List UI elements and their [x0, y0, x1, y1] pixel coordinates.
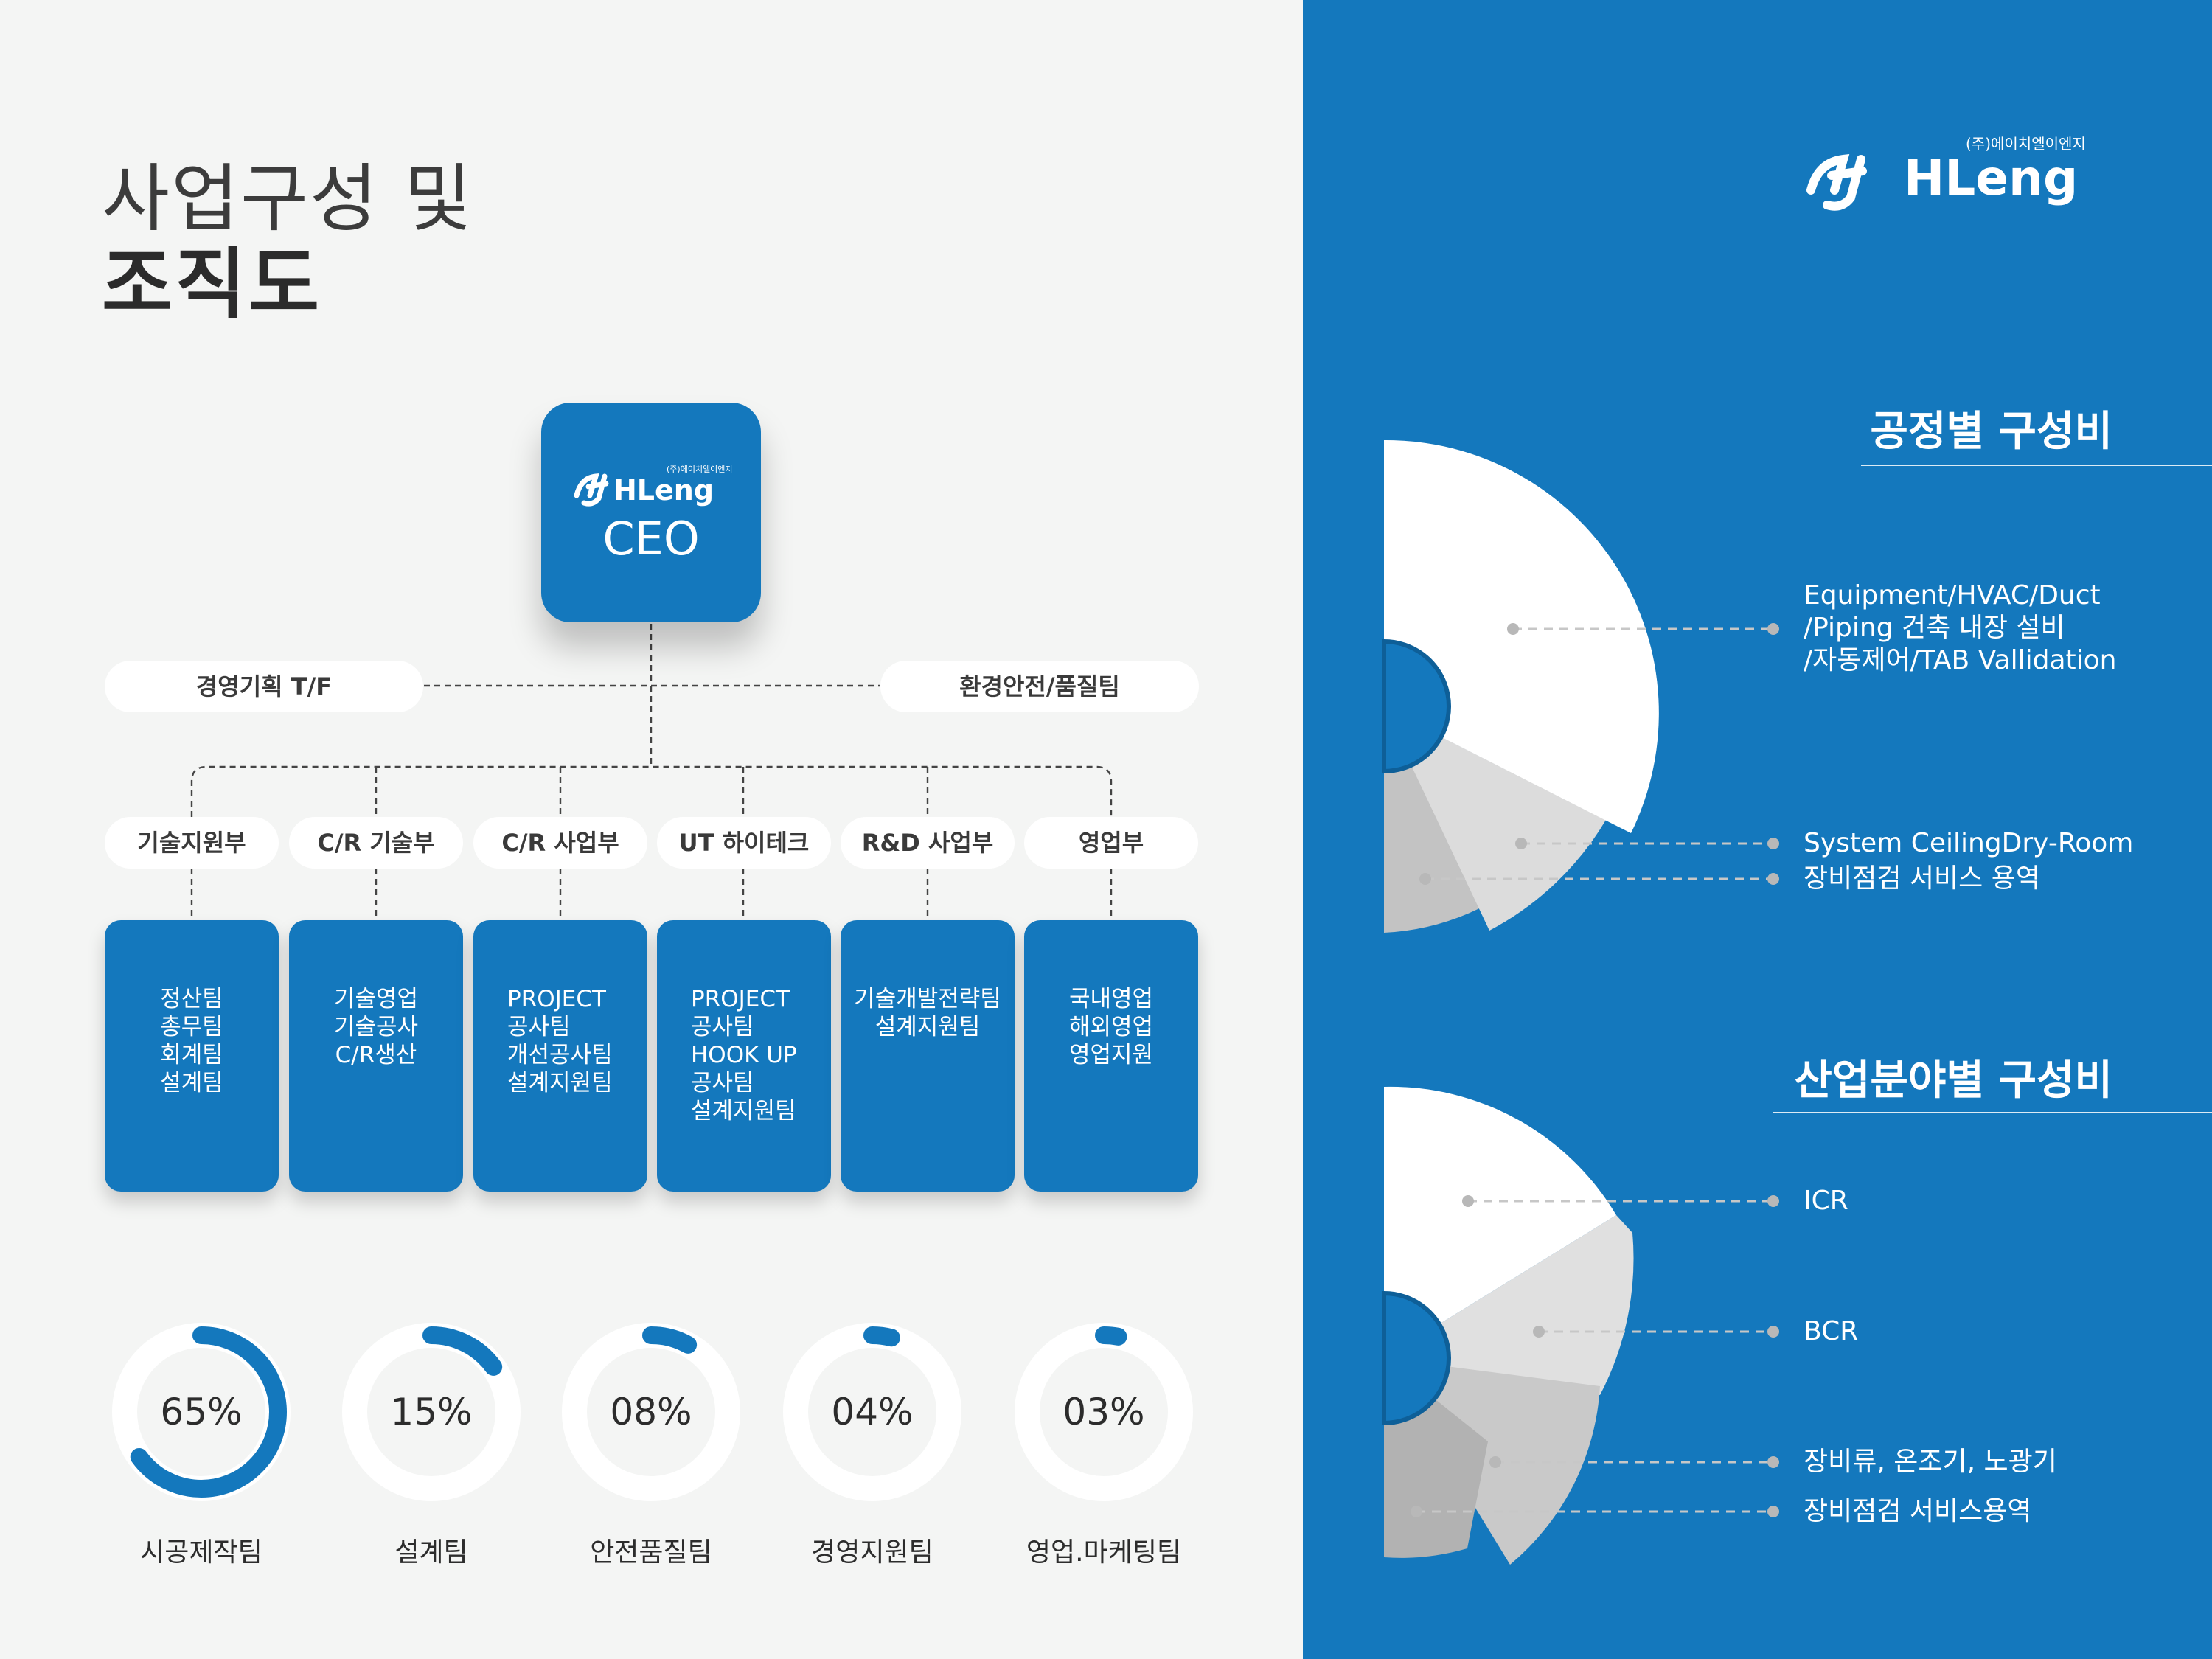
team-item: 설계팀 — [160, 1070, 223, 1096]
team-box: 기술영업 기술공사 C/R생산 — [289, 920, 463, 1192]
brand-korean: (주)에이치엘이엔지 — [1966, 135, 2086, 153]
team-item: 설계지원팀 — [874, 1014, 981, 1040]
legend-line: Equipment/HVAC/Duct — [1804, 580, 2101, 611]
team-item: PROJECT — [691, 986, 790, 1012]
legend-line: BCR — [1804, 1316, 1859, 1346]
side-unit-right: 환경안전/품질팀 — [880, 661, 1199, 712]
process-title-rule — [1861, 465, 2212, 466]
ratio-donut: 15% — [339, 1320, 524, 1504]
legend-line: 장비류, 온조기, 노광기 — [1804, 1447, 2057, 1477]
industry-section-title: 산업분야별 구성비 — [1794, 1057, 2112, 1105]
ratio-percent: 15% — [390, 1391, 473, 1433]
process-slice-2 — [1384, 708, 1606, 931]
industry-hub — [1382, 1290, 1451, 1426]
ratio-arc — [566, 1326, 737, 1498]
team-item: 공사팀 — [691, 1070, 754, 1096]
ratio-label: 안전품질팀 — [590, 1537, 712, 1568]
ratio-donut: 03% — [1012, 1320, 1196, 1504]
brand-name: HLeng — [1904, 150, 2078, 206]
legend-line: /자동제어/TAB Vallidation — [1804, 645, 2117, 675]
hleng-logo-icon: (주)에이치엘이엔지 HLeng — [574, 465, 733, 507]
ratio-arc — [116, 1326, 287, 1498]
legend-line: ICR — [1804, 1186, 1848, 1216]
ratio-arc — [1018, 1326, 1189, 1498]
industry-legend-item-2: BCR — [1804, 1315, 1858, 1348]
brand-name-small: HLeng — [613, 474, 714, 507]
process-legend-item-2: System CeilingDry-Room — [1804, 827, 2133, 860]
ratio-percent: 03% — [1062, 1391, 1145, 1433]
ratio-arc — [787, 1326, 958, 1498]
team-item: 기술공사 — [333, 1014, 419, 1040]
team-item: 해외영업 — [1068, 1014, 1154, 1040]
dept-pill: C/R 사업부 — [473, 817, 647, 869]
industry-slice-1 — [1384, 1086, 1616, 1358]
team-item: 개선공사팀 — [507, 1042, 613, 1068]
team-item: 설계지원팀 — [507, 1070, 613, 1096]
team-item: PROJECT — [507, 986, 606, 1012]
team-item: C/R생산 — [335, 1042, 417, 1068]
team-box: 국내영업 해외영업 영업지원 — [1024, 920, 1198, 1192]
team-box: 기술개발전략팀 설계지원팀 — [841, 920, 1015, 1192]
dept-pill: R&D 사업부 — [841, 817, 1015, 869]
ratio-label: 설계팀 — [394, 1537, 468, 1568]
team-item: 설계지원팀 — [691, 1098, 796, 1124]
industry-title-rule — [1773, 1112, 2212, 1113]
dept-pill: C/R 기술부 — [289, 817, 463, 869]
dept-pill: 영업부 — [1024, 817, 1198, 869]
team-item: 기술개발전략팀 — [854, 986, 1001, 1012]
process-hub — [1382, 639, 1451, 774]
page-title-line1: 사업구성 및 — [102, 156, 473, 242]
ratio-percent: 08% — [610, 1391, 692, 1433]
team-item: 총무팀 — [160, 1014, 223, 1040]
side-unit-left: 경영기획 T/F — [105, 661, 423, 712]
process-legend-item-1: Equipment/HVAC/Duct /Piping 건축 내장 설비 /자동… — [1804, 580, 2116, 677]
team-item: 정산팀 — [160, 986, 223, 1012]
team-box: PROJECT 공사팀 HOOK UP 공사팀 설계지원팀 — [657, 920, 831, 1192]
process-legend-item-3: 장비점검 서비스 용역 — [1804, 863, 2040, 895]
ceo-box: (주)에이치엘이엔지 HLeng CEO — [541, 403, 761, 622]
hleng-logo-icon: (주)에이치엘이엔지 HLeng — [1806, 135, 2086, 211]
ratio-arc — [346, 1326, 517, 1498]
ratio-label: 영업.마케팅팀 — [1026, 1537, 1182, 1568]
dept-pill: UT 하이테크 — [657, 817, 831, 869]
legend-line: /Piping 건축 내장 설비 — [1804, 613, 2065, 643]
legend-line: System CeilingDry-Room — [1804, 828, 2134, 858]
industry-legend-item-1: ICR — [1804, 1185, 1848, 1217]
brand-korean-small: (주)에이치엘이엔지 — [667, 465, 733, 474]
dept-pill: 기술지원부 — [105, 817, 279, 869]
legend-line: 장비점검 서비스 용역 — [1804, 863, 2040, 894]
ratio-donut: 65% — [109, 1320, 293, 1504]
team-item: 국내영업 — [1068, 986, 1154, 1012]
team-item: 기술영업 — [333, 986, 419, 1012]
ratio-label: 경영지원팀 — [811, 1537, 933, 1568]
ratio-percent: 65% — [160, 1391, 243, 1433]
ratio-label: 시공제작팀 — [140, 1537, 262, 1568]
ceo-label: CEO — [602, 512, 700, 566]
legend-line: 장비점검 서비스용역 — [1804, 1496, 2032, 1526]
process-section-title: 공정별 구성비 — [1870, 408, 2112, 456]
industry-legend-item-4: 장비점검 서비스용역 — [1804, 1495, 2032, 1528]
page-title-line2: 조직도 — [102, 239, 323, 329]
team-item: HOOK UP — [691, 1042, 797, 1068]
process-slice-1 — [1384, 439, 1659, 833]
composition-charts — [1382, 439, 1779, 1565]
industry-legend-item-3: 장비류, 온조기, 노광기 — [1804, 1446, 2057, 1478]
ratio-percent: 04% — [831, 1391, 914, 1433]
ratio-donut: 08% — [559, 1320, 743, 1504]
ratio-donut: 04% — [780, 1320, 964, 1504]
team-box: 정산팀 총무팀 회계팀 설계팀 — [105, 920, 279, 1192]
team-item: 회계팀 — [160, 1042, 223, 1068]
team-item: 공사팀 — [691, 1014, 754, 1040]
team-item: 영업지원 — [1068, 1042, 1154, 1068]
team-item: 공사팀 — [507, 1014, 571, 1040]
team-box: PROJECT 공사팀 개선공사팀 설계지원팀 — [473, 920, 647, 1192]
